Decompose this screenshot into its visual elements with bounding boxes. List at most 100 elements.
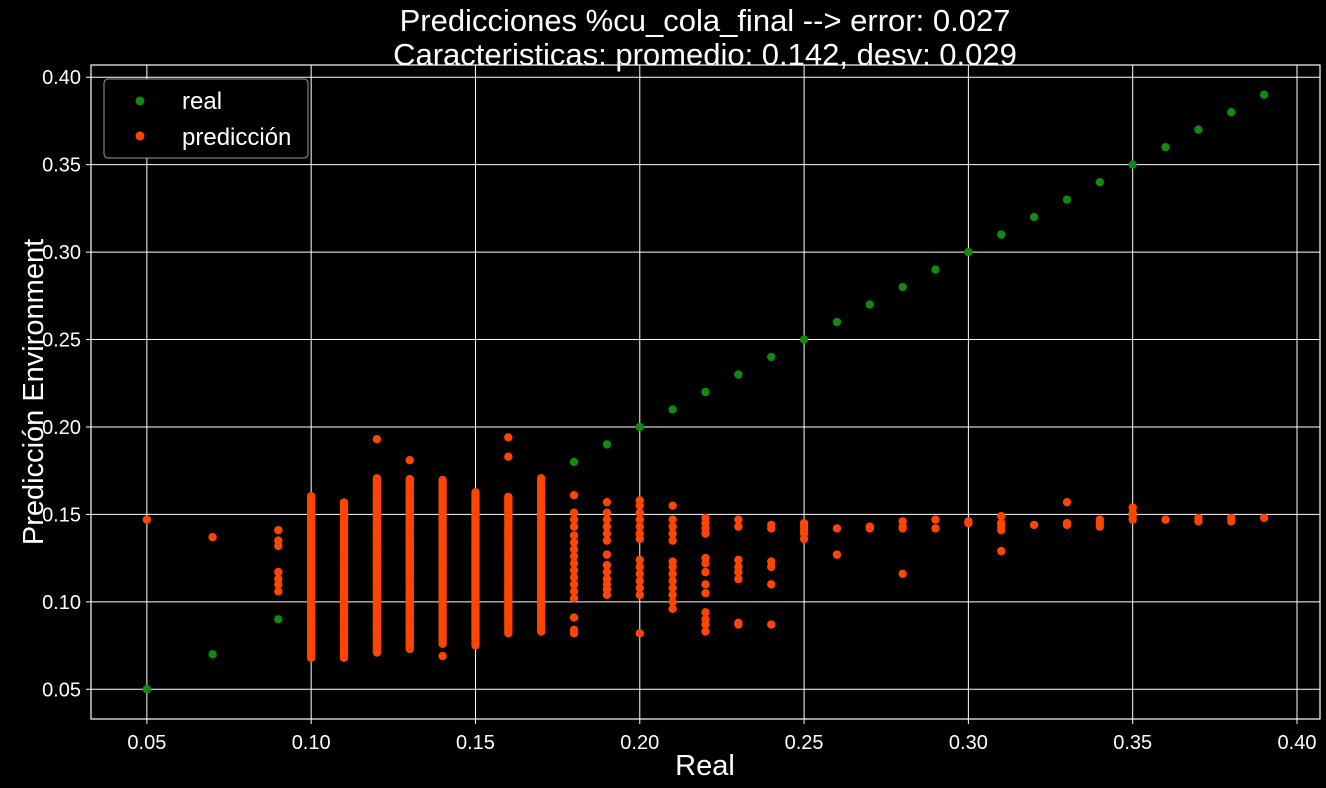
prediction-point <box>635 569 644 579</box>
prediction-point <box>569 508 579 517</box>
prediction-point <box>208 532 217 542</box>
prediction-point <box>734 555 743 565</box>
prediction-point <box>997 546 1006 556</box>
prediction-point <box>569 552 579 561</box>
chart-title-line2: Caracteristicas: promedio: 0.142, desv: … <box>393 37 1017 72</box>
prediction-point <box>635 508 644 517</box>
prediction-point <box>569 587 579 596</box>
chart-title-line1: Predicciones %cu_cola_final --> error: 0… <box>400 3 1011 38</box>
plot-frame <box>90 64 1321 720</box>
real-point <box>767 352 776 362</box>
prediction-point <box>668 569 677 579</box>
prediction-point <box>569 573 579 582</box>
legend-label-prediccion: predicción <box>182 124 291 151</box>
prediction-point <box>635 515 644 524</box>
prediction-point <box>668 562 677 572</box>
y-tick-label: 0.30 <box>42 242 81 264</box>
prediction-point <box>569 613 579 622</box>
real-point <box>1095 177 1105 187</box>
prediction-point <box>635 629 644 638</box>
prediction-point <box>997 525 1006 535</box>
prediction-point <box>701 620 710 629</box>
prediction-point <box>602 497 612 507</box>
prediction-point <box>701 567 710 577</box>
real-point <box>1259 90 1269 99</box>
real-point <box>274 615 283 624</box>
prediction-point <box>1062 520 1072 530</box>
real-point <box>668 405 677 414</box>
y-tick-label: 0.25 <box>42 330 81 352</box>
prediction-point <box>767 524 776 533</box>
x-tick-label: 0.15 <box>456 732 495 754</box>
prediction-point <box>997 511 1006 521</box>
real-point <box>1029 212 1039 222</box>
prediction-point <box>1161 515 1170 524</box>
prediction-point <box>964 518 973 528</box>
x-tick-label: 0.05 <box>127 732 166 754</box>
x-tick-label: 0.40 <box>1278 732 1317 754</box>
prediction-point <box>668 583 677 593</box>
real-point <box>898 282 907 292</box>
real-point <box>1161 142 1170 152</box>
prediction-point <box>865 524 875 533</box>
prediction-point <box>668 501 677 510</box>
prediction-point <box>602 567 612 577</box>
prediction-point <box>734 574 743 584</box>
prediction-point <box>569 522 579 531</box>
prediction-point <box>832 550 842 559</box>
prediction-point <box>1128 515 1137 524</box>
real-point <box>569 457 579 467</box>
prediction-point <box>274 567 283 577</box>
prediction-point <box>668 576 677 586</box>
prediction-point <box>306 616 316 626</box>
prediction-point <box>701 580 710 589</box>
prediction-point <box>767 562 776 572</box>
prediction-point <box>569 566 579 575</box>
real-point <box>701 387 710 397</box>
x-tick-label: 0.10 <box>292 732 331 754</box>
legend-marker-prediccion <box>135 131 145 141</box>
real-point <box>208 650 217 659</box>
real-point <box>1194 125 1203 134</box>
prediction-point <box>1029 520 1039 530</box>
prediction-point <box>635 501 644 510</box>
prediction-point <box>668 529 677 538</box>
prediction-point <box>931 524 940 533</box>
prediction-point <box>668 604 677 614</box>
prediction-point <box>405 474 414 484</box>
y-tick-label: 0.10 <box>42 592 81 614</box>
prediction-point <box>701 559 710 568</box>
y-tick-label: 0.20 <box>42 417 81 439</box>
prediction-point <box>471 488 480 497</box>
x-axis-ticks: 0.05 0.10 0.15 0.20 0.25 0.30 0.35 0.40 <box>127 719 1316 754</box>
x-tick-label: 0.25 <box>785 732 824 754</box>
real-point <box>734 370 743 379</box>
x-axis-label: Real <box>675 750 735 782</box>
prediction-point <box>569 490 579 500</box>
prediction-point <box>635 562 644 572</box>
real-point <box>964 247 973 257</box>
prediction-point <box>504 433 513 442</box>
real-point <box>1062 195 1072 204</box>
prediction-point <box>274 541 283 551</box>
x-tick-label: 0.20 <box>620 732 659 754</box>
prediction-point <box>1227 517 1236 526</box>
prediction-point <box>339 498 349 507</box>
prediction-point <box>504 492 513 502</box>
real-point <box>832 317 842 327</box>
prediction-point <box>734 567 743 577</box>
y-axis-ticks: 0.05 0.10 0.15 0.20 0.25 0.30 0.35 0.40 <box>42 67 91 701</box>
prediction-point <box>602 529 612 538</box>
prediction-point <box>668 597 677 607</box>
prediction-point <box>602 560 612 570</box>
real-point <box>1128 160 1137 169</box>
prediction-point <box>668 522 677 531</box>
prediction-point <box>734 620 743 629</box>
series-prediccion <box>142 433 1269 662</box>
prediction-point <box>799 534 809 544</box>
real-point <box>635 422 644 432</box>
prediction-point <box>274 580 283 589</box>
prediction-point <box>668 536 677 545</box>
prediction-point <box>569 545 579 554</box>
